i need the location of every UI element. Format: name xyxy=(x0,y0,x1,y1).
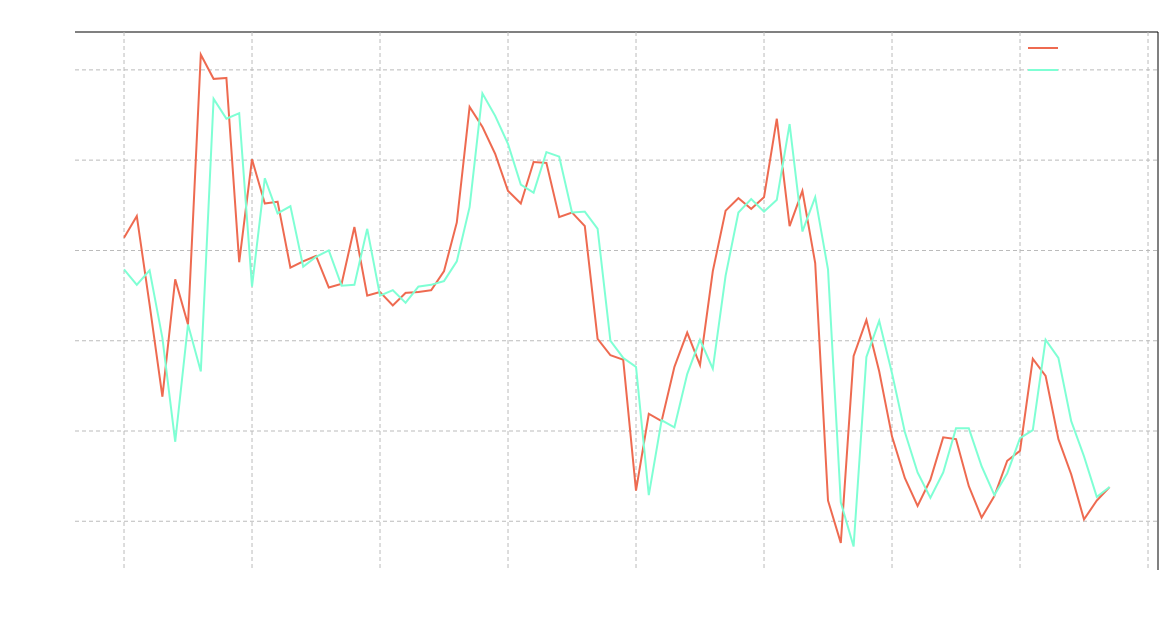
line-series xyxy=(123,50,1111,544)
line-series xyxy=(123,90,1111,547)
